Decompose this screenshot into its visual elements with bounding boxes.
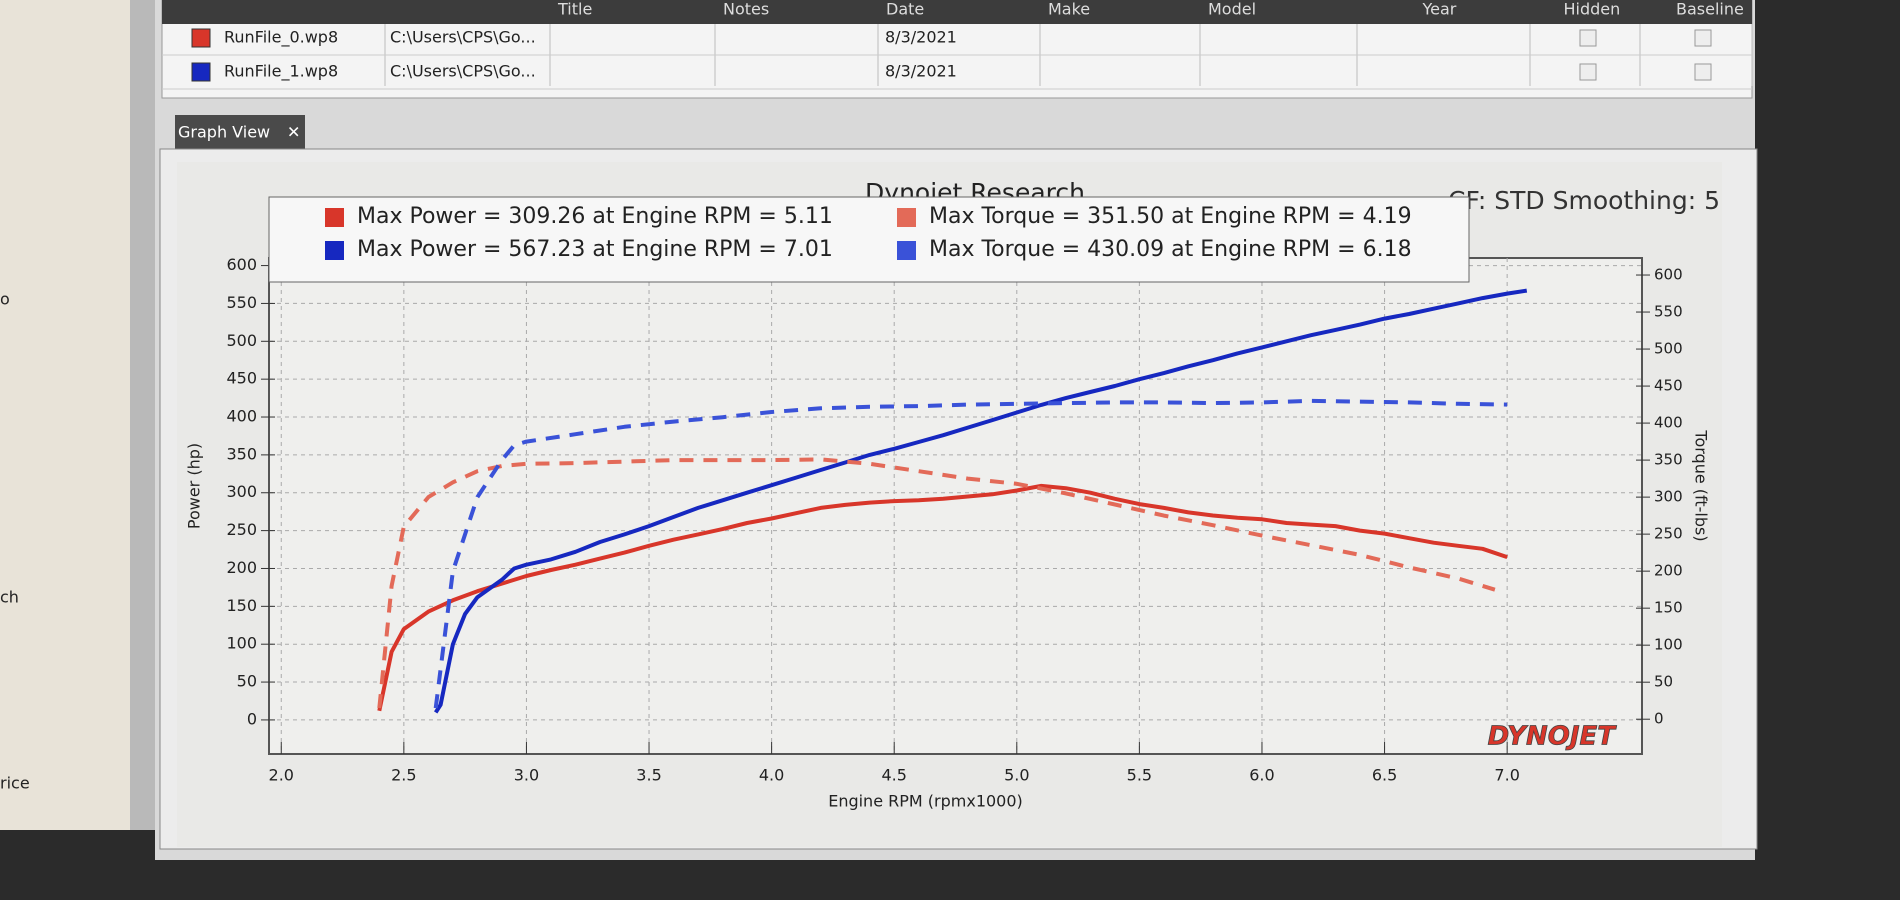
- y-tick-label: 600: [226, 255, 257, 274]
- legend-swatch: [897, 241, 916, 260]
- tab-label: Graph View: [178, 123, 270, 142]
- y2-tick-label: 250: [1654, 525, 1683, 543]
- y2-tick-label: 0: [1654, 710, 1664, 728]
- x-tick-label: 6.5: [1372, 766, 1397, 785]
- y2-tick-label: 350: [1654, 451, 1683, 469]
- x-tick-label: 5.5: [1127, 766, 1152, 785]
- file-date: 8/3/2021: [885, 28, 957, 47]
- legend-swatch: [325, 208, 344, 227]
- side-window: [0, 0, 130, 830]
- legend-label: Max Power = 567.23 at Engine RPM = 7.01: [357, 237, 833, 262]
- y2-tick-label: 100: [1654, 636, 1683, 654]
- y-tick-label: 350: [226, 444, 257, 463]
- column-header: Year: [1422, 0, 1457, 19]
- legend-swatch: [897, 208, 916, 227]
- column-header: Notes: [723, 0, 769, 19]
- y2-tick-label: 300: [1654, 488, 1683, 506]
- y2-tick-label: 400: [1654, 414, 1683, 432]
- y2-tick-label: 500: [1654, 340, 1683, 358]
- y-tick-label: 550: [226, 293, 257, 312]
- file-color: [191, 62, 211, 82]
- legend-label: Max Power = 309.26 at Engine RPM = 5.11: [357, 204, 833, 229]
- sidebar-text: rice: [0, 774, 30, 793]
- sidebar-text: ch: [0, 588, 19, 607]
- y-tick-label: 200: [226, 558, 257, 577]
- x-tick-label: 2.0: [269, 766, 294, 785]
- y-tick-label: 500: [226, 331, 257, 350]
- y-tick-label: 150: [226, 596, 257, 615]
- y-tick-label: 100: [226, 634, 257, 653]
- y-tick-label: 400: [226, 407, 257, 426]
- column-header: Make: [1048, 0, 1090, 19]
- y-tick-label: 300: [226, 482, 257, 501]
- column-header: Hidden: [1564, 0, 1621, 19]
- y-tick-label: 0: [247, 709, 257, 728]
- file-color: [191, 28, 211, 48]
- y2-axis-label: Torque (ft-lbs): [1692, 429, 1711, 541]
- legend-label: Max Torque = 351.50 at Engine RPM = 4.19: [929, 204, 1412, 229]
- y2-tick-label: 200: [1654, 562, 1683, 580]
- y-tick-label: 450: [226, 369, 257, 388]
- series-line: [434, 288, 1528, 714]
- file-date: 8/3/2021: [885, 62, 957, 81]
- checkbox[interactable]: [1694, 63, 1712, 81]
- x-tick-label: 6.0: [1249, 766, 1274, 785]
- logo: DYNOJET: [1488, 722, 1618, 752]
- sidebar-text: o: [0, 290, 10, 309]
- x-tick-label: 3.0: [514, 766, 539, 785]
- tab[interactable]: [175, 115, 305, 149]
- column-header: Model: [1208, 0, 1256, 19]
- file-path: C:\Users\CPS\Go...: [390, 28, 536, 47]
- column-header: Baseline: [1676, 0, 1744, 19]
- x-tick-label: 5.0: [1004, 766, 1029, 785]
- chart-subtitle: CF: STD Smoothing: 5: [1448, 186, 1720, 215]
- file-path: C:\Users\CPS\Go...: [390, 62, 536, 81]
- file-name: RunFile_0.wp8: [224, 28, 338, 48]
- plot-area: [268, 257, 1643, 755]
- x-tick-label: 3.5: [636, 766, 661, 785]
- x-tick-label: 2.5: [391, 766, 416, 785]
- table-header: [162, 0, 1752, 24]
- file-name: RunFile_1.wp8: [224, 62, 338, 82]
- checkbox[interactable]: [1694, 29, 1712, 47]
- legend-swatch: [325, 241, 344, 260]
- y-tick-label: 50: [237, 672, 257, 691]
- column-header: Date: [886, 0, 924, 19]
- y2-tick-label: 50: [1654, 673, 1673, 691]
- legend: [268, 196, 1470, 283]
- checkbox[interactable]: [1579, 29, 1597, 47]
- y2-tick-label: 550: [1654, 303, 1683, 321]
- tab-close[interactable]: ✕: [287, 123, 300, 142]
- x-tick-label: 7.0: [1494, 766, 1519, 785]
- y-tick-label: 250: [226, 520, 257, 539]
- checkbox[interactable]: [1579, 63, 1597, 81]
- x-tick-label: 4.5: [881, 766, 906, 785]
- y-axis-label: Power (hp): [185, 443, 204, 529]
- y2-tick-label: 600: [1654, 266, 1683, 284]
- x-axis-label: Engine RPM (rpmx1000): [828, 792, 1023, 811]
- column-header: Title: [557, 0, 592, 19]
- y2-tick-label: 450: [1654, 377, 1683, 395]
- legend-label: Max Torque = 430.09 at Engine RPM = 6.18: [929, 237, 1412, 262]
- y2-tick-label: 150: [1654, 599, 1683, 617]
- series-line: [377, 483, 1508, 712]
- x-tick-label: 4.0: [759, 766, 784, 785]
